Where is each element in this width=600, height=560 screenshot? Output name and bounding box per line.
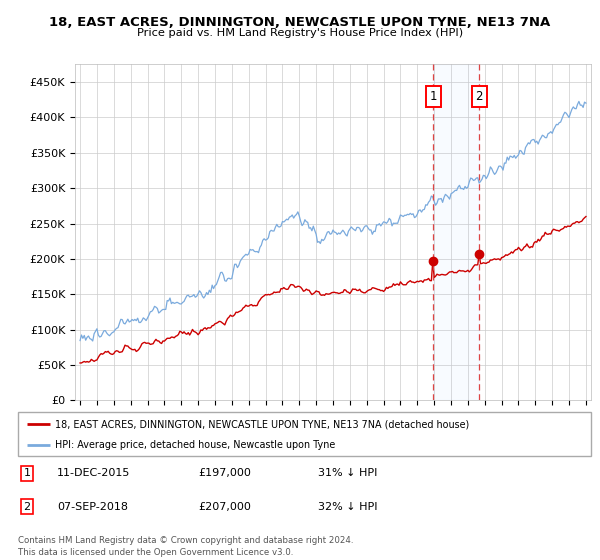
- Text: Contains HM Land Registry data © Crown copyright and database right 2024.
This d: Contains HM Land Registry data © Crown c…: [18, 536, 353, 557]
- Text: 18, EAST ACRES, DINNINGTON, NEWCASTLE UPON TYNE, NE13 7NA: 18, EAST ACRES, DINNINGTON, NEWCASTLE UP…: [49, 16, 551, 29]
- Text: 2: 2: [23, 502, 31, 512]
- Text: 32% ↓ HPI: 32% ↓ HPI: [318, 502, 377, 512]
- Text: 1: 1: [23, 468, 31, 478]
- Text: 11-DEC-2015: 11-DEC-2015: [57, 468, 130, 478]
- Text: £207,000: £207,000: [198, 502, 251, 512]
- Text: £197,000: £197,000: [198, 468, 251, 478]
- Text: Price paid vs. HM Land Registry's House Price Index (HPI): Price paid vs. HM Land Registry's House …: [137, 28, 463, 38]
- Text: 31% ↓ HPI: 31% ↓ HPI: [318, 468, 377, 478]
- Text: 18, EAST ACRES, DINNINGTON, NEWCASTLE UPON TYNE, NE13 7NA (detached house): 18, EAST ACRES, DINNINGTON, NEWCASTLE UP…: [55, 419, 469, 429]
- Text: 07-SEP-2018: 07-SEP-2018: [57, 502, 128, 512]
- Text: HPI: Average price, detached house, Newcastle upon Tyne: HPI: Average price, detached house, Newc…: [55, 440, 335, 450]
- Bar: [433, 64, 479, 400]
- Text: 2: 2: [475, 90, 483, 103]
- Text: 1: 1: [430, 90, 437, 103]
